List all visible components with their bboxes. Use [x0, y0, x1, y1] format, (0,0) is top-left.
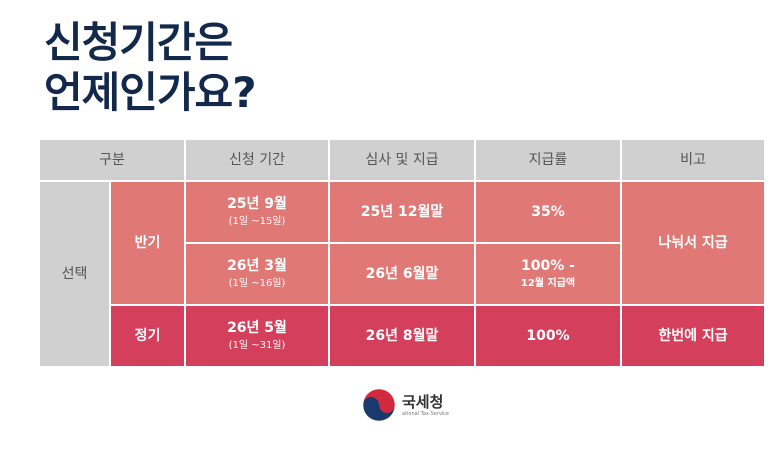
note-regular: 한번에 지급 [622, 306, 764, 366]
category-choice: 선택 [40, 182, 109, 366]
category-regular: 정기 [111, 306, 184, 366]
header-category: 구분 [40, 140, 184, 180]
period-cell: 26년 5월 (1일 ~31일) [186, 306, 328, 366]
taegeuk-emblem-icon [362, 388, 396, 422]
page-title: 신청기간은 언제인가요? [44, 18, 257, 118]
title-line-2: 언제인가요? [44, 68, 257, 117]
period-main: 25년 9월 [227, 196, 287, 213]
review-cell: 26년 6월말 [330, 244, 474, 304]
rate-cell: 100% - 12월 지급액 [476, 244, 620, 304]
header-period: 신청 기간 [186, 140, 328, 180]
review-cell: 26년 8월말 [330, 306, 474, 366]
rate-cell: 35% [476, 182, 620, 242]
period-sub: (1일 ~31일) [228, 339, 286, 351]
period-sub: (1일 ~15일) [228, 215, 286, 227]
period-main: 26년 3월 [227, 258, 287, 275]
header-note: 비고 [622, 140, 764, 180]
period-cell: 26년 3월 (1일 ~16일) [186, 244, 328, 304]
note-half: 나눠서 지급 [622, 182, 764, 304]
review-cell: 25년 12월말 [330, 182, 474, 242]
rate-sub: 12월 지급액 [520, 277, 576, 289]
period-main: 26년 5월 [227, 320, 287, 337]
rate-cell: 100% [476, 306, 620, 366]
rate-main: 100% - [521, 258, 575, 275]
logo-subtitle: ational Tax Service [402, 410, 450, 417]
category-half: 반기 [111, 182, 184, 304]
header-rate: 지급률 [476, 140, 620, 180]
title-line-1: 신청기간은 [44, 18, 233, 67]
logo-name: 국세청 [402, 392, 444, 411]
header-review: 심사 및 지급 [330, 140, 474, 180]
schedule-table: 구분 신청 기간 심사 및 지급 지급률 비고 선택 반기 정기 25년 9월 … [40, 140, 764, 366]
period-cell: 25년 9월 (1일 ~15일) [186, 182, 328, 242]
period-sub: (1일 ~16일) [228, 277, 286, 289]
nts-logo: 국세청 ational Tax Service [362, 388, 449, 422]
